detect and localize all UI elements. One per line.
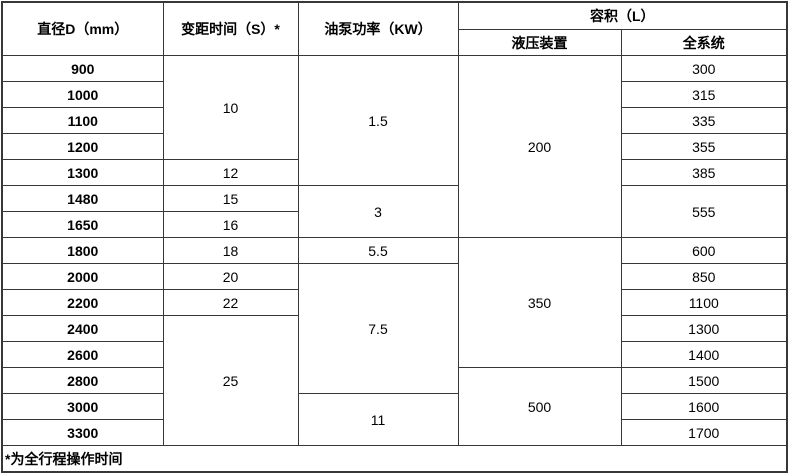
- table-row: 1000 315: [1, 81, 788, 108]
- cell-full-system-volume: 385: [620, 159, 788, 186]
- cell-pump-power: 3: [297, 185, 459, 238]
- cell-pitch-time: 10: [162, 55, 299, 160]
- cell-diameter: 3300: [1, 419, 164, 446]
- header-capacity: 容积（L）: [457, 1, 788, 30]
- table-row: 2200 22 1100: [1, 289, 788, 316]
- cell-pitch-time: 16: [162, 211, 299, 238]
- table-row: 1480 15 3 555: [1, 185, 788, 238]
- cell-pitch-time: 18: [162, 237, 299, 264]
- cell-full-system-volume: 355: [620, 133, 788, 160]
- cell-diameter: 1000: [1, 81, 164, 108]
- cell-full-system-volume: 555: [620, 185, 788, 238]
- table-row: 2800 500 1500: [1, 367, 788, 446]
- cell-full-system-volume: 1100: [620, 289, 788, 316]
- cell-diameter: 1480: [1, 185, 164, 212]
- table-row: 1800 18 5.5 350 600: [1, 237, 788, 368]
- cell-full-system-volume: 315: [620, 81, 788, 108]
- cell-full-system-volume: 1600: [620, 393, 788, 420]
- cell-hydraulic-volume: 500: [457, 367, 622, 446]
- cell-diameter: 1100: [1, 107, 164, 134]
- cell-full-system-volume: 1300: [620, 315, 788, 342]
- cell-diameter: 1300: [1, 159, 164, 186]
- cell-full-system-volume: 1400: [620, 341, 788, 368]
- header-pump-power: 油泵功率（KW）: [297, 1, 459, 56]
- table-row: 1300 12 385: [1, 159, 788, 186]
- cell-diameter: 2600: [1, 341, 164, 368]
- cell-full-system-volume: 850: [620, 263, 788, 290]
- cell-diameter: 900: [1, 55, 164, 82]
- cell-hydraulic-volume: 350: [457, 237, 622, 368]
- cell-full-system-volume: 300: [620, 55, 788, 82]
- table-row: 1200 355: [1, 133, 788, 160]
- cell-pump-power: 7.5: [297, 263, 459, 394]
- cell-pitch-time: 12: [162, 159, 299, 186]
- cell-full-system-volume: 335: [620, 107, 788, 134]
- header-pitch-time: 变距时间（S）*: [162, 1, 299, 56]
- cell-pump-power: 5.5: [297, 237, 459, 264]
- cell-diameter: 2200: [1, 289, 164, 316]
- table-row: 900 10 1.5 200 300: [1, 55, 788, 238]
- header-hydraulic-device: 液压装置: [457, 29, 622, 56]
- table-row: 1100 335: [1, 107, 788, 134]
- cell-full-system-volume: 1700: [620, 419, 788, 446]
- table-row: 2400 25 1300: [1, 315, 788, 446]
- cell-hydraulic-volume: 200: [457, 55, 622, 238]
- table-row: 3300 1700: [1, 419, 788, 446]
- cell-diameter: 1650: [1, 211, 164, 238]
- header-diameter: 直径D（mm）: [1, 1, 164, 56]
- table-row: 2000 20 7.5 850: [1, 263, 788, 394]
- cell-diameter: 3000: [1, 393, 164, 420]
- cell-pitch-time: 25: [162, 315, 299, 446]
- cell-diameter: 2800: [1, 367, 164, 394]
- cell-pitch-time: 15: [162, 185, 299, 212]
- cell-diameter: 1200: [1, 133, 164, 160]
- cell-pitch-time: 22: [162, 289, 299, 316]
- cell-diameter: 2000: [1, 263, 164, 290]
- header-full-system: 全系统: [620, 29, 788, 56]
- footnote-row: *为全行程操作时间: [1, 445, 788, 473]
- cell-diameter: 2400: [1, 315, 164, 342]
- table-row: 3000 11 1600: [1, 393, 788, 446]
- cell-full-system-volume: 1500: [620, 367, 788, 394]
- cell-diameter: 1800: [1, 237, 164, 264]
- cell-full-system-volume: 600: [620, 237, 788, 264]
- cell-pump-power: 1.5: [297, 55, 459, 186]
- cell-pitch-time: 20: [162, 263, 299, 290]
- footnote-text: *为全行程操作时间: [1, 445, 788, 473]
- cell-pump-power: 11: [297, 393, 459, 446]
- table-row: 1650 16: [1, 211, 787, 238]
